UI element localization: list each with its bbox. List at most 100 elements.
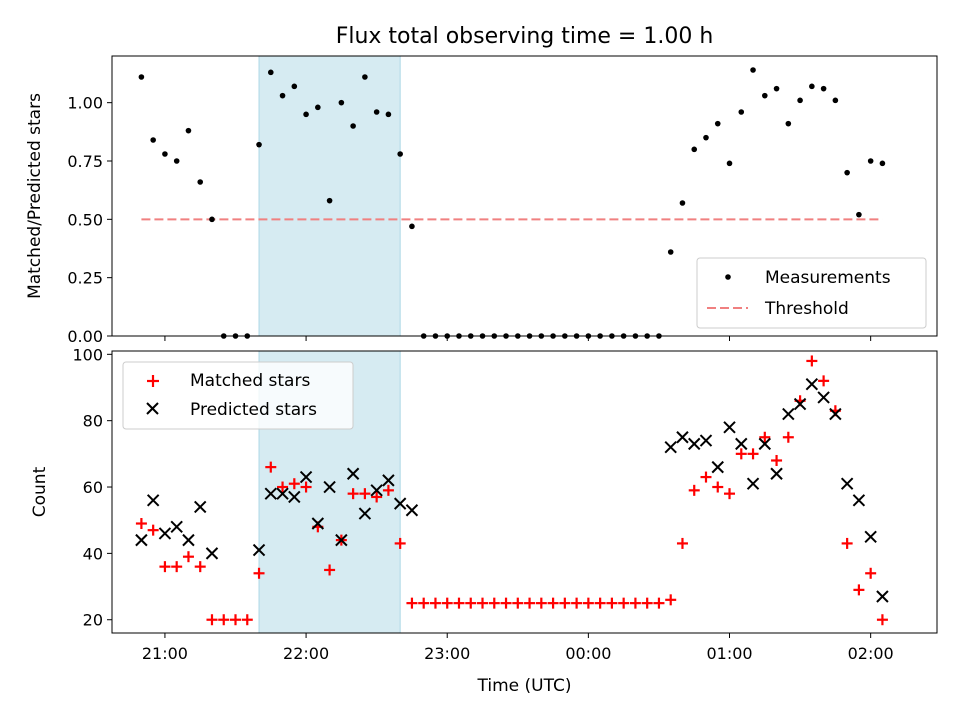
- matched-star-point: [159, 561, 171, 573]
- matched-star-point: [582, 597, 594, 609]
- measurement-point: [326, 197, 333, 204]
- predicted-star-point: [135, 533, 148, 547]
- predicted-star-point: [170, 520, 183, 534]
- matched-star-point: [876, 614, 888, 626]
- top-legend: Measurements Threshold: [696, 257, 927, 329]
- legend-predicted-label: Predicted stars: [190, 400, 317, 420]
- top-y-tick-label: 1.00: [67, 94, 103, 113]
- top-y-tick-label: 0.00: [67, 327, 103, 346]
- bottom-y-tick-label: 100: [72, 345, 103, 364]
- top-highlight-span: [258, 55, 401, 337]
- measurement-point: [797, 97, 803, 104]
- matched-star-point: [853, 584, 865, 596]
- measurement-point: [879, 160, 886, 167]
- predicted-star-point: [758, 437, 772, 451]
- predicted-star-point: [158, 527, 172, 540]
- measurement-point: [267, 69, 274, 76]
- measurement-point: [409, 223, 415, 230]
- matched-star-point: [535, 597, 547, 609]
- top-y-tick-label: 0.50: [67, 210, 103, 229]
- predicted-star-point: [276, 487, 289, 500]
- predicted-star-point: [699, 434, 713, 447]
- bottom-y-tick-label: 80: [83, 412, 103, 431]
- measurement-point: [303, 111, 309, 118]
- matched-star-point: [230, 614, 242, 626]
- matched-star-point: [394, 537, 406, 549]
- top-y-tick-label: 0.75: [67, 152, 103, 171]
- matched-star-point: [865, 567, 877, 579]
- measurement-point: [785, 120, 792, 127]
- predicted-star-point: [840, 477, 854, 490]
- matched-star-point: [618, 597, 630, 609]
- matched-star-point: [441, 597, 453, 609]
- matched-star-point: [359, 488, 371, 500]
- legend-matched-label: Matched stars: [190, 371, 310, 391]
- measurement-point: [256, 141, 262, 148]
- measurement-point: [185, 127, 192, 134]
- matched-star-point: [712, 481, 724, 493]
- measurement-point: [773, 85, 780, 92]
- bottom-y-axis-label: Count: [30, 466, 50, 517]
- chart-title: Flux total observing time = 1.00 h: [336, 24, 714, 49]
- matched-star-point: [559, 597, 571, 609]
- predicted-star-point: [393, 497, 407, 510]
- measurement-point: [844, 169, 850, 176]
- legend-measurements-label: Measurements: [765, 268, 891, 288]
- predicted-star-point: [335, 533, 348, 547]
- matched-star-point: [818, 375, 830, 387]
- predicted-star-point: [805, 377, 819, 391]
- x-tick-label: 23:00: [424, 644, 470, 663]
- predicted-star-point: [829, 407, 842, 421]
- bottom-plot-frame: [111, 350, 938, 634]
- x-tick-label: 22:00: [283, 644, 329, 663]
- measurement-point: [315, 104, 321, 111]
- predicted-star-point: [252, 543, 266, 557]
- matched-star-point: [300, 481, 312, 493]
- matched-star-point: [806, 355, 818, 367]
- predicted-star-point: [852, 494, 866, 507]
- measurement-point: [809, 83, 815, 90]
- measurement-point: [138, 74, 145, 80]
- legend-threshold-label: Threshold: [764, 299, 849, 319]
- x-tick-label: 01:00: [706, 644, 752, 663]
- legend-measurement-marker: [725, 274, 731, 280]
- predicted-star-point: [688, 437, 701, 451]
- predicted-star-point: [676, 431, 689, 444]
- measurement-point: [385, 111, 392, 118]
- legend-predicted-marker: [146, 402, 159, 415]
- predicted-star-point: [311, 517, 325, 530]
- predicted-star-point: [793, 397, 807, 411]
- matched-star-point: [465, 597, 477, 609]
- matched-star-point: [629, 597, 641, 609]
- predicted-star-point: [194, 500, 207, 514]
- matched-star-point: [512, 597, 524, 609]
- measurement-point: [750, 67, 756, 73]
- matched-star-point: [653, 597, 665, 609]
- matched-star-point: [735, 448, 747, 460]
- predicted-star-point: [711, 460, 724, 474]
- matched-star-point: [841, 537, 853, 549]
- matched-star-point: [194, 561, 206, 573]
- measurement-point: [279, 92, 286, 99]
- measurement-point: [338, 99, 345, 106]
- measurement-point: [362, 74, 368, 80]
- measurement-point: [856, 211, 862, 218]
- predicted-star-point: [146, 494, 160, 507]
- measurement-point: [726, 160, 733, 167]
- matched-star-point: [182, 551, 194, 563]
- predicted-star-point: [182, 533, 195, 547]
- matched-star-point: [135, 518, 147, 530]
- predicted-star-point: [746, 477, 760, 490]
- x-axis-label: Time (UTC): [477, 676, 572, 696]
- matched-star-point: [347, 488, 359, 500]
- top-y-tick-label: 0.25: [67, 269, 103, 288]
- predicted-star-point: [876, 590, 889, 603]
- matched-star-point: [488, 597, 500, 609]
- predicted-star-point: [323, 480, 336, 494]
- measurement-point: [867, 158, 874, 164]
- measurement-point: [197, 179, 204, 185]
- matched-star-point: [277, 481, 289, 493]
- predicted-star-point: [288, 490, 301, 504]
- predicted-star-point: [346, 467, 360, 480]
